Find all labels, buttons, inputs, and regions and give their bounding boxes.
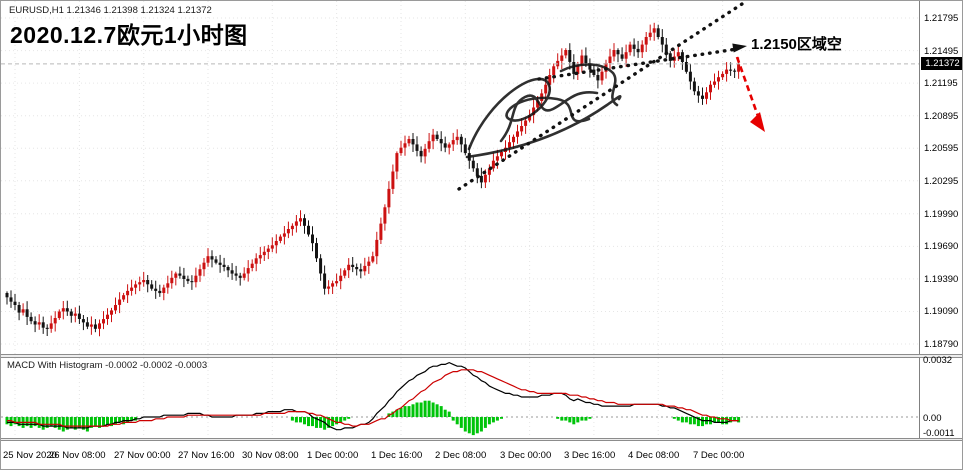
price-axis[interactable]: 1.21372 1.21795 1.21495 1.21195 1.20895 1.20… (919, 1, 962, 439)
time-axis-label: 4 Dec 08:00 (628, 450, 680, 461)
macd-axis-label: -0.0011 (923, 428, 955, 439)
macd-axis-label: 0.00 (923, 413, 942, 424)
macd-grid-layer (1, 358, 919, 438)
macd-signal-line (7, 369, 739, 427)
price-axis-label: 1.21795 (924, 13, 959, 24)
price-axis-label: 1.21495 (924, 46, 959, 57)
macd-indicator-canvas[interactable] (1, 358, 919, 438)
time-axis-label: 25 Nov 2020 (3, 450, 57, 461)
panel-divider-bottom[interactable] (1, 438, 962, 441)
time-axis-label: 1 Dec 00:00 (307, 450, 359, 461)
time-axis-label: 30 Nov 08:00 (242, 450, 299, 461)
macd-main-line (7, 361, 739, 431)
time-axis-label: 7 Dec 00:00 (693, 450, 745, 461)
price-axis-label: 1.19090 (924, 306, 959, 317)
price-axis-label: 1.19990 (924, 209, 959, 220)
price-axis-label: 1.21195 (924, 78, 958, 89)
macd-axis-label: 0.0032 (923, 355, 953, 366)
time-axis-label: 1 Dec 16:00 (371, 450, 423, 461)
time-axis-label: 27 Nov 00:00 (114, 450, 171, 461)
macd-indicator-label: MACD With Histogram -0.0002 -0.0002 -0.0… (7, 360, 208, 371)
price-axis-label: 1.19390 (924, 274, 959, 285)
panel-divider[interactable] (1, 354, 962, 358)
time-axis[interactable]: 25 Nov 2020 26 Nov 08:00 27 Nov 00:00 27 No… (1, 441, 962, 469)
time-axis-label: 3 Dec 16:00 (564, 450, 616, 461)
candles-layer (5, 22, 741, 337)
current-price-tag: 1.21372 (921, 57, 962, 70)
price-axis-label: 1.20595 (924, 143, 959, 154)
time-axis-label: 2 Dec 08:00 (435, 450, 487, 461)
price-axis-label: 1.18790 (924, 339, 959, 350)
chart-title: 2020.12.7欧元1小时图 (10, 22, 248, 48)
short-zone-annotation[interactable]: 1.2150区域空 (751, 36, 842, 53)
time-axis-label: 3 Dec 00:00 (500, 450, 552, 461)
price-axis-label: 1.19690 (924, 241, 959, 252)
price-axis-label: 1.20895 (924, 111, 959, 122)
price-axis-label: 1.20295 (924, 176, 959, 187)
symbol-quote-line: EURUSD,H1 1.21346 1.21398 1.21324 1.2137… (9, 5, 212, 16)
time-axis-label: 26 Nov 08:00 (49, 450, 106, 461)
time-axis-label: 27 Nov 16:00 (178, 450, 235, 461)
